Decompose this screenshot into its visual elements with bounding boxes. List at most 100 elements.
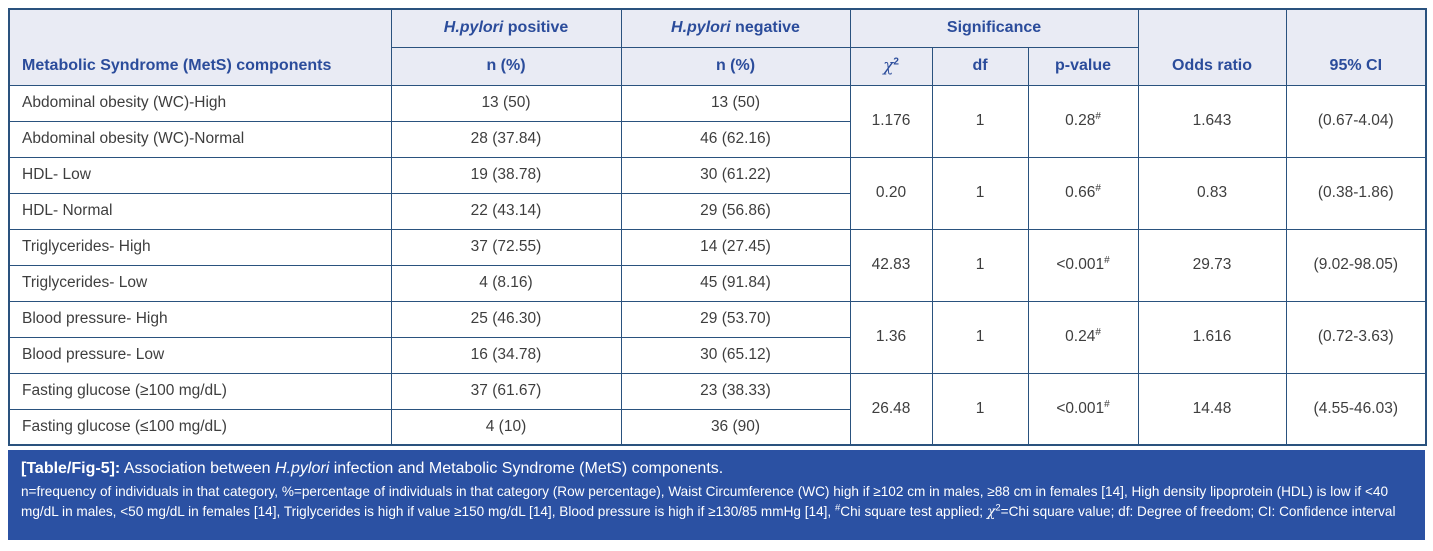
table-row: Fasting glucose (≤100 mg/dL) 4 (10) 36 (… [8,408,1426,446]
header-hpylori-negative: H.pylori negative [620,8,851,48]
cell-negative: 14 (27.45) [620,228,851,266]
cell-p: 0.28# [1027,84,1139,158]
cell-positive: 37 (72.55) [390,228,622,266]
table-row: Abdominal obesity (WC)-High 13 (50) 13 (… [8,84,1427,158]
footnote-text-2: Chi square test applied; [840,503,987,519]
cell-df: 1 [931,156,1029,230]
cell-positive: 37 (61.67) [390,372,622,410]
cell-component: HDL- Normal [8,192,392,230]
cell-negative: 13 (50) [620,84,851,122]
table-row: Fasting glucose (≥100 mg/dL) 37 (61.67) … [8,372,1427,446]
table-body: Abdominal obesity (WC)-High 13 (50) 13 (… [8,84,1427,446]
cell-ci: (9.02-98.05) [1285,228,1427,302]
cell-component: Blood pressure- High [8,300,392,338]
header-n-pct-positive: n (%) [390,46,622,86]
cell-chi: 0.20 [849,156,933,230]
cell-chi: 1.176 [849,84,933,158]
cell-ci: (0.67-4.04) [1285,84,1427,158]
chi-exponent: 2 [995,502,1001,514]
p-value-text: 0.66 [1065,184,1096,201]
figure-caption: [Table/Fig-5]: Association between H.pyl… [21,458,1412,480]
cell-component: Abdominal obesity (WC)-High [8,84,392,122]
header-components: Metabolic Syndrome (MetS) components [8,8,392,86]
table-row: Triglycerides- High 37 (72.55) 14 (27.45… [8,228,1427,302]
cell-positive: 4 (10) [390,408,622,446]
p-value-text: 0.24 [1065,328,1096,345]
header-chi-square: χ2 [849,46,933,86]
table-row: HDL- Low 19 (38.78) 30 (61.22) 0.20 1 0.… [8,156,1427,230]
cell-negative: 29 (56.86) [620,192,851,230]
cell-component: Fasting glucose (≥100 mg/dL) [8,372,392,410]
footnote-hash-marker: # [834,502,841,514]
cell-odds-ratio: 14.48 [1137,372,1287,446]
caption-text-2: infection and Metabolic Syndrome (MetS) … [329,460,724,477]
header-df: df [931,46,1029,86]
cell-ci: (0.38-1.86) [1285,156,1427,230]
header-odds-ratio: Odds ratio [1137,8,1287,86]
header-n-pct-negative: n (%) [620,46,851,86]
cell-component: Fasting glucose (≤100 mg/dL) [8,408,392,446]
hpylori-italic: H.pylori [671,19,731,37]
cell-positive: 25 (46.30) [390,300,622,338]
cell-df: 1 [931,300,1029,374]
cell-negative: 46 (62.16) [620,120,851,158]
cell-df: 1 [931,228,1029,302]
cell-positive: 4 (8.16) [390,264,622,302]
p-value-marker: # [1104,398,1110,410]
p-value-marker: # [1104,254,1110,266]
negative-rest: negative [730,19,800,37]
p-value-marker: # [1095,110,1101,122]
chi-exponent: 2 [893,56,899,68]
cell-p: <0.001# [1027,372,1139,446]
cell-negative: 29 (53.70) [620,300,851,338]
cell-negative: 30 (65.12) [620,336,851,374]
cell-odds-ratio: 1.643 [1137,84,1287,158]
header-hpylori-positive: H.pylori positive [390,8,622,48]
caption-footer: [Table/Fig-5]: Association between H.pyl… [8,450,1425,540]
stats-table: Metabolic Syndrome (MetS) components H.p… [8,8,1428,446]
cell-negative: 23 (38.33) [620,372,851,410]
footnote-text-1: n=frequency of individuals in that categ… [21,483,1389,519]
cell-odds-ratio: 1.616 [1137,300,1287,374]
p-value-text: 0.28 [1065,112,1096,129]
cell-positive: 19 (38.78) [390,156,622,194]
cell-positive: 16 (34.78) [390,336,622,374]
hpylori-italic: H.pylori [443,19,504,37]
table-header: Metabolic Syndrome (MetS) components H.p… [8,8,1427,86]
chi-symbol: χ [986,503,996,520]
cell-positive: 13 (50) [390,84,622,122]
chi-symbol: χ [883,56,894,76]
cell-negative: 36 (90) [620,408,851,446]
cell-positive: 28 (37.84) [390,120,622,158]
figure-tag: [Table/Fig-5]: [21,460,121,477]
cell-odds-ratio: 0.83 [1137,156,1287,230]
cell-df: 1 [931,84,1029,158]
cell-component: Blood pressure- Low [8,336,392,374]
cell-component: Triglycerides- High [8,228,392,266]
header-significance: Significance [849,8,1139,48]
table-row: Blood pressure- High 25 (46.30) 29 (53.7… [8,300,1427,374]
cell-ci: (0.72-3.63) [1285,300,1427,374]
cell-chi: 26.48 [849,372,933,446]
header-row-1: Metabolic Syndrome (MetS) components H.p… [8,8,1427,86]
header-p-value: p-value [1027,46,1139,86]
cell-positive: 22 (43.14) [390,192,622,230]
cell-negative: 30 (61.22) [620,156,851,194]
cell-df: 1 [931,372,1029,446]
cell-chi: 1.36 [849,300,933,374]
p-value-text: <0.001 [1056,399,1105,417]
positive-rest: positive [503,19,569,37]
cell-p: 0.66# [1027,156,1139,230]
cell-component: HDL- Low [8,156,392,194]
cell-negative: 45 (91.84) [620,264,851,302]
cell-component: Abdominal obesity (WC)-Normal [8,120,392,158]
table-row: HDL- Normal 22 (43.14) 29 (56.86) [8,192,1426,230]
table-row: Abdominal obesity (WC)-Normal 28 (37.84)… [8,120,1426,158]
p-value-marker: # [1095,182,1101,194]
p-value-text: <0.001 [1056,256,1105,273]
header-95ci: 95% CI [1285,8,1427,86]
cell-p: <0.001# [1027,228,1139,302]
cell-chi: 42.83 [849,228,933,302]
cell-odds-ratio: 29.73 [1137,228,1287,302]
cell-ci: (4.55-46.03) [1285,372,1427,446]
